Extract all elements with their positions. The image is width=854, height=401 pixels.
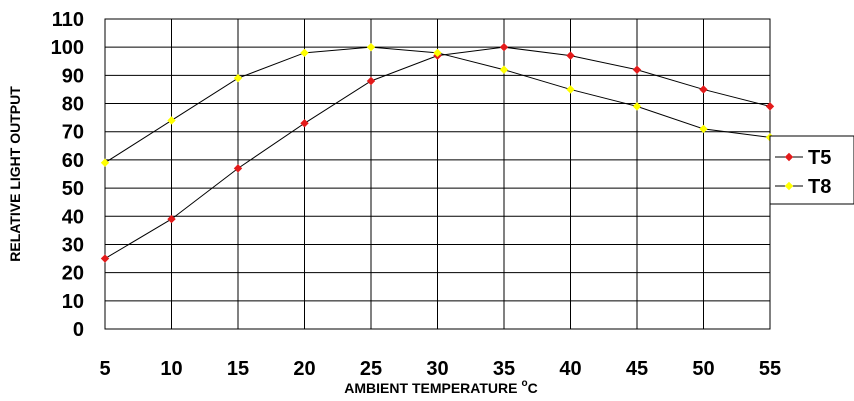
y-tick-label: 60	[62, 150, 84, 172]
data-point-t8	[632, 102, 642, 111]
y-tick-label: 100	[51, 37, 84, 59]
data-point-t5	[167, 214, 176, 224]
y-tick-label: 40	[62, 206, 84, 228]
y-tick-label: 80	[62, 94, 84, 116]
y-tick-label: 110	[52, 9, 84, 31]
data-point-t5	[100, 254, 110, 263]
data-point-t8	[566, 85, 575, 94]
x-tick-label: 25	[360, 358, 382, 380]
grid	[104, 18, 771, 330]
x-tick-label: 30	[426, 358, 448, 380]
x-tick-label: 35	[493, 358, 515, 380]
data-point-t5	[300, 119, 309, 128]
data-point-t5	[699, 85, 708, 94]
x-axis-unit: C	[528, 380, 538, 396]
x-axis-label-text: AMBIENT TEMPERATURE	[344, 380, 517, 396]
x-tick-label: 55	[759, 358, 781, 380]
data-point-t5	[233, 164, 243, 173]
data-point-t8	[233, 73, 243, 83]
data-point-t8	[300, 48, 309, 58]
y-tick-label: 0	[73, 319, 84, 341]
y-axis-label: RELATIVE LIGHT OUTPUT	[7, 86, 23, 262]
y-tick-label: 30	[62, 234, 84, 256]
legend-box	[769, 135, 854, 205]
data-point-t8	[499, 65, 509, 74]
data-point-t5	[765, 102, 775, 111]
y-tick-label: 50	[62, 178, 84, 200]
x-tick-label: 10	[160, 358, 182, 380]
data-point-t5	[366, 76, 376, 86]
data-point-t8	[100, 158, 110, 167]
x-tick-label: 20	[293, 358, 315, 380]
x-tick-label: 5	[99, 358, 110, 380]
x-tick-label: 15	[227, 358, 249, 380]
degree-mark: o	[521, 378, 527, 389]
x-tick-label: 50	[692, 358, 714, 380]
data-point-t8	[366, 42, 376, 52]
y-tick-label: 10	[62, 291, 84, 313]
legend-marker	[784, 152, 794, 162]
x-tick-labels: 5 10 15 20 25 30 35 40 45 50 55	[99, 358, 781, 380]
legend-label: T5	[808, 147, 831, 169]
data-point-t8	[167, 116, 176, 125]
legend-marker	[784, 181, 794, 191]
data-point-t8	[699, 124, 708, 134]
y-tick-labels: 0 10 20 30 40 50 60 70 80 90 100 110	[51, 9, 84, 341]
y-tick-label: 70	[62, 122, 84, 144]
y-tick-label: 20	[62, 263, 84, 285]
data-point-t5	[566, 51, 575, 60]
data-point-t5	[632, 65, 642, 74]
data-point-t5	[499, 42, 509, 52]
x-axis-label: AMBIENT TEMPERATURE oC	[344, 378, 537, 396]
legend-item-t5: T5	[775, 147, 831, 169]
x-tick-label: 45	[626, 358, 648, 380]
legend-label: T8	[808, 176, 831, 198]
legend-item-t8: T8	[775, 176, 831, 198]
y-tick-label: 90	[62, 65, 84, 87]
x-tick-label: 40	[559, 358, 581, 380]
data-point-t8	[433, 48, 442, 58]
